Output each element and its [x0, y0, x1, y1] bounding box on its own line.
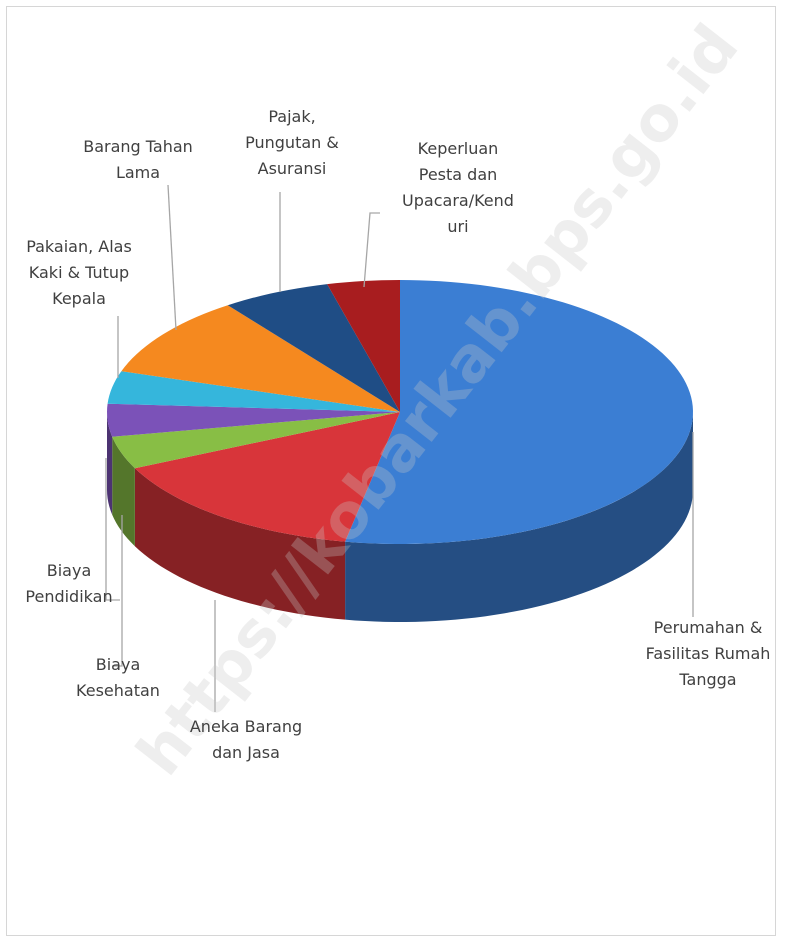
slice-label: Biaya Pendidikan — [25, 561, 113, 606]
slice — [107, 403, 400, 437]
slice — [327, 280, 400, 412]
slice-label: Keperluan Pesta dan Upacara/Kenduri — [402, 139, 514, 236]
slice-label: Pajak, Pungutan & Asuransi — [245, 107, 339, 178]
slice-side — [107, 412, 113, 515]
slice — [107, 371, 400, 412]
slice-label: Biaya Kesehatan — [76, 655, 160, 700]
slice-side — [345, 412, 693, 622]
slice-label: Pakaian, Alas Kaki & Tutup Kepala — [26, 237, 132, 308]
slice — [121, 305, 400, 412]
slice — [134, 412, 400, 542]
slice-side — [134, 468, 346, 620]
leader-line — [105, 458, 120, 601]
leader-line — [167, 184, 177, 331]
slice — [227, 284, 400, 412]
leader-line — [363, 212, 380, 288]
slice — [112, 412, 401, 469]
slice-side — [112, 436, 135, 547]
slice — [345, 280, 693, 544]
slice-label: Barang Tahan Lama — [83, 137, 193, 182]
slice-label: Aneka Barang dan Jasa — [189, 717, 303, 762]
slice-label: Perumahan & Fasilitas Rumah Tangga — [645, 618, 771, 689]
leader-line — [112, 515, 123, 667]
chart-frame — [6, 6, 776, 936]
